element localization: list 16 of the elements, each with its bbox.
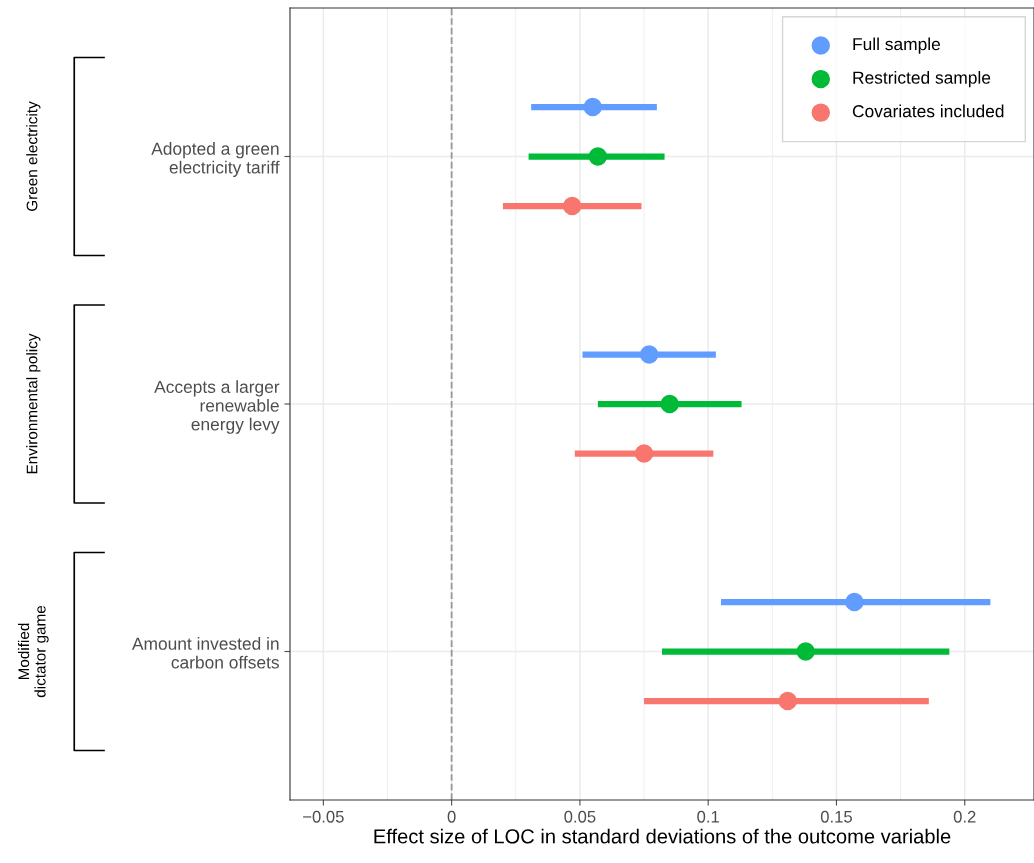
text: Green electricity	[26, 101, 41, 211]
legend-label: Covariates included	[852, 104, 1004, 118]
x-tick-label: 0.05	[564, 810, 596, 823]
y-tick-label: Adopted a green electricity tariff	[151, 142, 280, 177]
x-tick-label: 0.15	[820, 810, 852, 823]
x-tick-label: 0	[447, 810, 456, 823]
y-tick-label: Accepts a larger renewable energy levy	[154, 380, 280, 434]
x-tick-label: 0.2	[953, 810, 976, 823]
x-axis-title: Effect size of LOC in standard deviations of the outcome variable	[374, 828, 951, 844]
text: Modified dictator game	[17, 605, 49, 698]
y-tick-label: Amount invested in carbon offsets	[131, 637, 279, 669]
legend-label: Full sample	[853, 37, 941, 54]
text: Environmental policy	[26, 333, 41, 474]
legend-label: Restricted sample	[853, 71, 991, 88]
x-tick-label: −0.05	[303, 810, 344, 823]
x-tick-label: 0.1	[697, 810, 719, 823]
